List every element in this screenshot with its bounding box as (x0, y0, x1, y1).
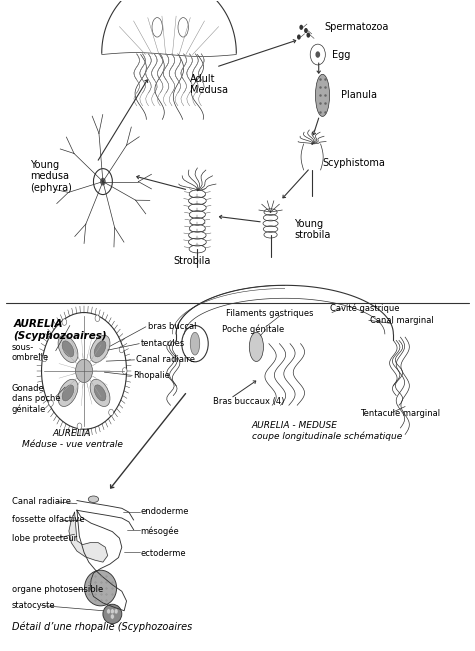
Ellipse shape (94, 341, 106, 357)
Ellipse shape (58, 380, 78, 406)
Ellipse shape (94, 385, 106, 401)
Circle shape (100, 178, 106, 186)
Text: Strobila: Strobila (174, 256, 211, 266)
Text: lobe protecteur: lobe protecteur (12, 534, 77, 543)
Ellipse shape (249, 332, 264, 361)
Circle shape (76, 359, 93, 383)
Text: mésogée: mésogée (141, 527, 180, 536)
Ellipse shape (90, 335, 110, 363)
Ellipse shape (88, 496, 99, 503)
Text: Canal marginal: Canal marginal (370, 316, 434, 325)
Circle shape (94, 169, 113, 195)
Circle shape (109, 409, 114, 416)
Text: endoderme: endoderme (141, 507, 189, 516)
Text: Canal radiaire: Canal radiaire (136, 355, 195, 365)
Ellipse shape (190, 332, 200, 355)
Text: Cavité gastrique: Cavité gastrique (330, 304, 399, 313)
Text: tentacules: tentacules (141, 339, 185, 348)
Circle shape (114, 609, 118, 614)
Circle shape (306, 33, 310, 38)
Text: Détail d’une rhopalie (Scyphozoaires: Détail d’une rhopalie (Scyphozoaires (12, 622, 192, 632)
Text: Young
strobila: Young strobila (294, 219, 331, 240)
Text: Gonade
dans poche
génitale: Gonade dans poche génitale (12, 383, 60, 414)
Ellipse shape (85, 570, 116, 606)
Text: sous-
ombrelle: sous- ombrelle (12, 343, 49, 363)
Circle shape (111, 609, 114, 614)
Text: AURELIA
Méduse - vue ventrale: AURELIA Méduse - vue ventrale (22, 429, 123, 449)
Circle shape (299, 25, 303, 30)
Ellipse shape (62, 341, 74, 357)
Circle shape (107, 609, 111, 614)
Polygon shape (69, 512, 108, 562)
Text: Adult
Medusa: Adult Medusa (190, 74, 228, 95)
Text: AURELIA - MEDUSE
coupe longitudinale schématique: AURELIA - MEDUSE coupe longitudinale sch… (252, 421, 402, 441)
Ellipse shape (103, 604, 122, 624)
Text: Tentacule marginal: Tentacule marginal (360, 409, 440, 417)
Text: fossette olfactive: fossette olfactive (12, 516, 85, 525)
Text: Young
medusa
(ephyra): Young medusa (ephyra) (30, 159, 72, 193)
Ellipse shape (58, 335, 78, 363)
Ellipse shape (315, 74, 330, 117)
Ellipse shape (62, 385, 74, 401)
Ellipse shape (90, 380, 110, 406)
Text: Poche génitale: Poche génitale (222, 325, 285, 334)
Circle shape (111, 614, 114, 619)
Text: AURELIA
(Scyphozoaires): AURELIA (Scyphozoaires) (13, 319, 107, 340)
Text: Bras buccaux (4): Bras buccaux (4) (213, 397, 285, 406)
Circle shape (297, 35, 301, 40)
Text: Planula: Planula (342, 90, 378, 100)
Circle shape (315, 51, 320, 58)
Circle shape (119, 346, 124, 353)
Text: Scyphistoma: Scyphistoma (323, 158, 385, 169)
Text: bras buccal: bras buccal (148, 322, 196, 331)
Circle shape (42, 355, 47, 362)
Circle shape (48, 400, 53, 406)
Text: ectoderme: ectoderme (141, 549, 186, 558)
Text: Rhopalie: Rhopalie (133, 371, 171, 380)
Text: Canal radiaire: Canal radiaire (12, 497, 71, 506)
Circle shape (304, 28, 308, 33)
Text: Filaments gastriques: Filaments gastriques (226, 309, 313, 318)
Circle shape (122, 368, 127, 374)
Circle shape (95, 315, 100, 322)
Text: statocyste: statocyste (12, 601, 56, 610)
Text: organe photosensible: organe photosensible (12, 585, 103, 594)
Text: Egg: Egg (332, 49, 351, 59)
Text: Spermatozoa: Spermatozoa (325, 22, 389, 33)
Circle shape (77, 423, 82, 430)
Circle shape (62, 319, 67, 326)
